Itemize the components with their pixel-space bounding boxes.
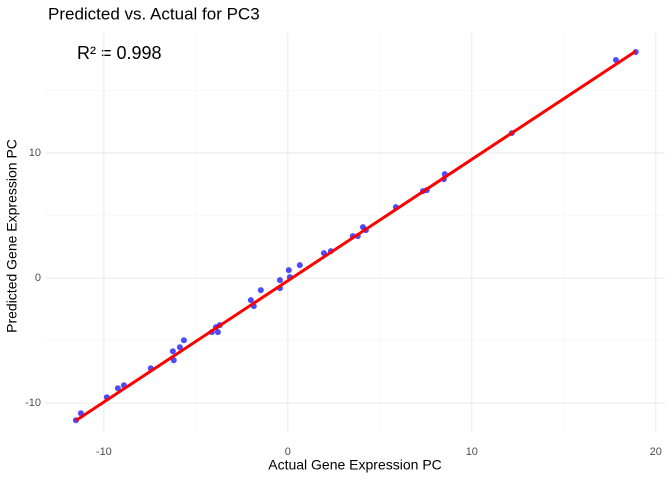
- y-tick-label: 0: [35, 272, 41, 284]
- point: [176, 344, 183, 351]
- x-axis-title: Actual Gene Expression PC: [268, 457, 442, 473]
- point: [276, 277, 283, 284]
- point: [169, 348, 176, 355]
- x-tick-label: 10: [466, 446, 478, 458]
- y-tick-label: -10: [25, 397, 41, 409]
- chart-title: Predicted vs. Actual for PC3: [48, 4, 260, 23]
- point: [296, 262, 303, 269]
- fit-line: [75, 50, 637, 422]
- point: [214, 329, 221, 336]
- y-tick-label: 10: [29, 147, 41, 159]
- x-tick-label: -10: [96, 446, 112, 458]
- x-tick-label: 20: [650, 446, 662, 458]
- y-axis-title: Predicted Gene Expression PC: [4, 139, 20, 333]
- point: [285, 267, 292, 274]
- point: [612, 57, 619, 64]
- point: [257, 287, 264, 294]
- point: [114, 385, 121, 392]
- x-tick-label: 0: [285, 446, 291, 458]
- point: [247, 297, 254, 304]
- point: [180, 337, 187, 344]
- r2-annotation: R² = 0.998: [77, 43, 162, 63]
